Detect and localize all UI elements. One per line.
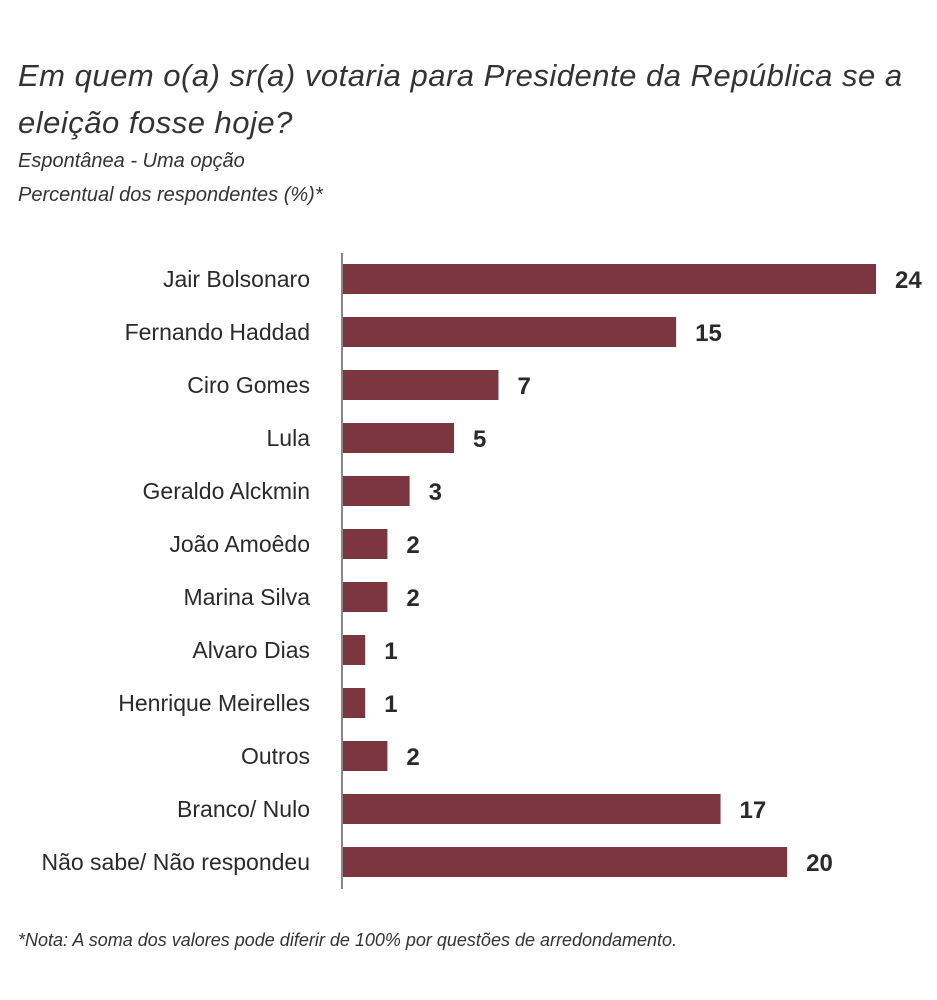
bar	[343, 317, 677, 347]
category-label: Henrique Meirelles	[118, 690, 310, 716]
category-label: Fernando Haddad	[125, 319, 310, 345]
data-label: 5	[473, 426, 486, 453]
bar	[343, 423, 455, 453]
category-label: Branco/ Nulo	[177, 796, 310, 822]
category-label: Alvaro Dias	[192, 637, 310, 663]
data-label: 1	[384, 638, 397, 665]
category-label: Marina Silva	[183, 584, 310, 610]
bar	[343, 582, 388, 612]
footnote: *Nota: A soma dos valores pode diferir d…	[18, 930, 678, 950]
category-label: Ciro Gomes	[187, 372, 310, 398]
data-label: 24	[895, 267, 922, 294]
bar	[343, 847, 788, 877]
category-label: Não sabe/ Não respondeu	[41, 849, 310, 875]
chart-subtitle-unit: Percentual dos respondentes (%)*	[18, 184, 323, 206]
bar	[343, 635, 366, 665]
bar	[343, 264, 876, 294]
bar	[343, 741, 388, 771]
data-label: 2	[406, 585, 419, 612]
data-label: 1	[384, 691, 397, 718]
category-label: Lula	[267, 425, 311, 451]
data-label: 7	[517, 373, 530, 400]
bar	[343, 529, 388, 559]
data-label: 15	[695, 320, 722, 347]
bar	[343, 688, 366, 718]
bar	[343, 794, 721, 824]
data-label: 17	[740, 797, 767, 824]
chart-title: Em quem o(a) sr(a) votaria para Presiden…	[18, 58, 903, 140]
data-label: 20	[806, 850, 833, 877]
category-label: Jair Bolsonaro	[163, 266, 310, 292]
category-label: Outros	[241, 743, 310, 769]
bar	[343, 476, 410, 506]
data-label: 3	[429, 479, 442, 506]
chart-subtitle-type: Espontânea - Uma opção	[18, 150, 245, 172]
bar	[343, 370, 499, 400]
category-label: Geraldo Alckmin	[143, 478, 310, 504]
data-label: 2	[406, 532, 419, 559]
data-label: 2	[406, 744, 419, 771]
category-label: João Amoêdo	[169, 531, 310, 557]
